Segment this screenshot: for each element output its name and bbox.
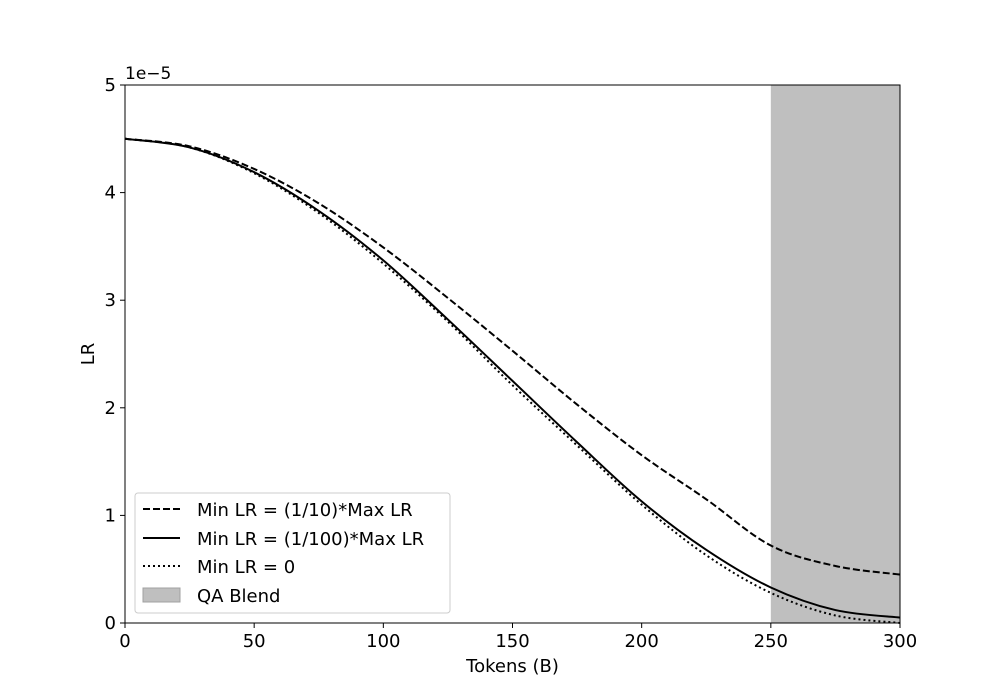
qa-blend-shade: [770, 85, 900, 623]
y-scale-label: 1e−5: [125, 64, 171, 84]
x-tick-label: 100: [366, 631, 400, 652]
y-axis-ticks: 0 1 2 3 4 5: [105, 75, 125, 634]
legend-box: [134, 492, 451, 614]
legend-label: Min LR = 0: [197, 557, 295, 578]
x-tick-label: 0: [119, 631, 130, 652]
x-tick-label: 150: [495, 631, 529, 652]
legend-swatch-shade: [142, 587, 181, 603]
x-axis-label: Tokens (B): [465, 656, 559, 677]
series-line-solid: [124, 137, 901, 619]
x-tick-label: 300: [883, 631, 917, 652]
y-tick-label: 1: [105, 505, 116, 526]
x-tick-label: 50: [243, 631, 266, 652]
legend-label: Min LR = (1/10)*Max LR: [197, 500, 413, 521]
series-lines: [124, 137, 901, 624]
y-axis-label: LR: [78, 343, 99, 366]
x-axis-ticks: 0 50 100 150 200 250 300: [119, 623, 917, 652]
x-tick-label: 250: [754, 631, 788, 652]
legend: Min LR = (1/10)*Max LR Min LR = (1/100)*…: [134, 492, 451, 614]
y-tick-label: 0: [105, 613, 116, 634]
series-line-dotted: [124, 137, 901, 624]
y-tick-label: 2: [105, 398, 116, 419]
series-line-dashed: [124, 137, 901, 576]
legend-label: QA Blend: [197, 586, 280, 607]
y-tick-label: 3: [105, 290, 116, 311]
y-tick-label: 5: [105, 75, 116, 96]
y-tick-label: 4: [105, 183, 116, 204]
qa-blend-region: [770, 85, 900, 623]
x-tick-label: 200: [624, 631, 658, 652]
legend-label: Min LR = (1/100)*Max LR: [197, 529, 424, 550]
